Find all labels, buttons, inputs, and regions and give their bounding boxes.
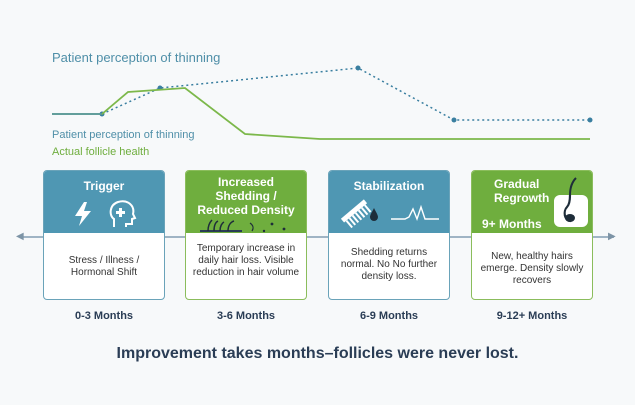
stage-description: Shedding returns normal. No No further d…: [340, 247, 438, 282]
legend-health: Actual follicle health: [52, 146, 150, 158]
stage-card-stabilization: Stabilization Shedding returns normal. N…: [328, 170, 450, 300]
perception-line: [101, 67, 590, 121]
stage-card-regrowth: Gradual Regrowth 9+ Months New, healthy …: [471, 170, 593, 300]
stage-time: 9-12+ Months: [496, 310, 568, 322]
stage-header: Stabilization: [329, 171, 449, 233]
arrow-right-icon: ▶: [608, 231, 616, 242]
stage-title: Stabilization: [353, 179, 425, 193]
lightning-icon: [75, 202, 91, 226]
stage-header: Increased Shedding / Reduced Density: [186, 171, 306, 233]
perception-point: [451, 117, 457, 123]
stage-header: Trigger: [44, 171, 164, 233]
stage-title: Trigger: [83, 179, 125, 193]
stage-header: Gradual Regrowth 9+ Months: [472, 171, 592, 233]
head-plus-icon: [109, 200, 137, 227]
perception-health-chart: [52, 65, 593, 140]
stage-duration-label: 9+ Months: [482, 217, 542, 231]
perception-point: [587, 117, 593, 123]
stage-card-trigger: Trigger Stress / Illness / Hormonal Shif…: [43, 170, 165, 300]
waveform-icon: [391, 204, 439, 222]
comb-icon: [340, 199, 372, 229]
hair-follicle-icon: [554, 177, 588, 227]
shedding-hair-icon: [200, 219, 286, 233]
perception-point: [355, 65, 361, 71]
stage-time: 0-3 Months: [74, 310, 134, 322]
droplet-icon: [370, 208, 378, 221]
legend-perception: Patient perception of thinning: [52, 129, 195, 141]
stage-card-shedding: Increased Shedding / Reduced Density Tem…: [185, 170, 307, 300]
stage-time: 3-6 Months: [216, 310, 276, 322]
stage-title: Gradual Regrowth: [494, 177, 550, 205]
timeline-axis: [22, 236, 614, 238]
stage-title: Increased Shedding / Reduced Density: [197, 175, 295, 217]
stage-time: 6-9 Months: [359, 310, 419, 322]
chart-title: Patient perception of thinning: [52, 50, 221, 65]
footer-caption: Improvement takes months–follicles were …: [116, 345, 519, 362]
stage-description: New, healthy hairs emerge. Density slowl…: [480, 251, 584, 286]
stage-description: Stress / Illness / Hormonal Shift: [68, 255, 140, 278]
stage-description: Temporary increase in daily hair loss. V…: [192, 243, 300, 278]
arrow-left-icon: ◀: [16, 231, 24, 242]
